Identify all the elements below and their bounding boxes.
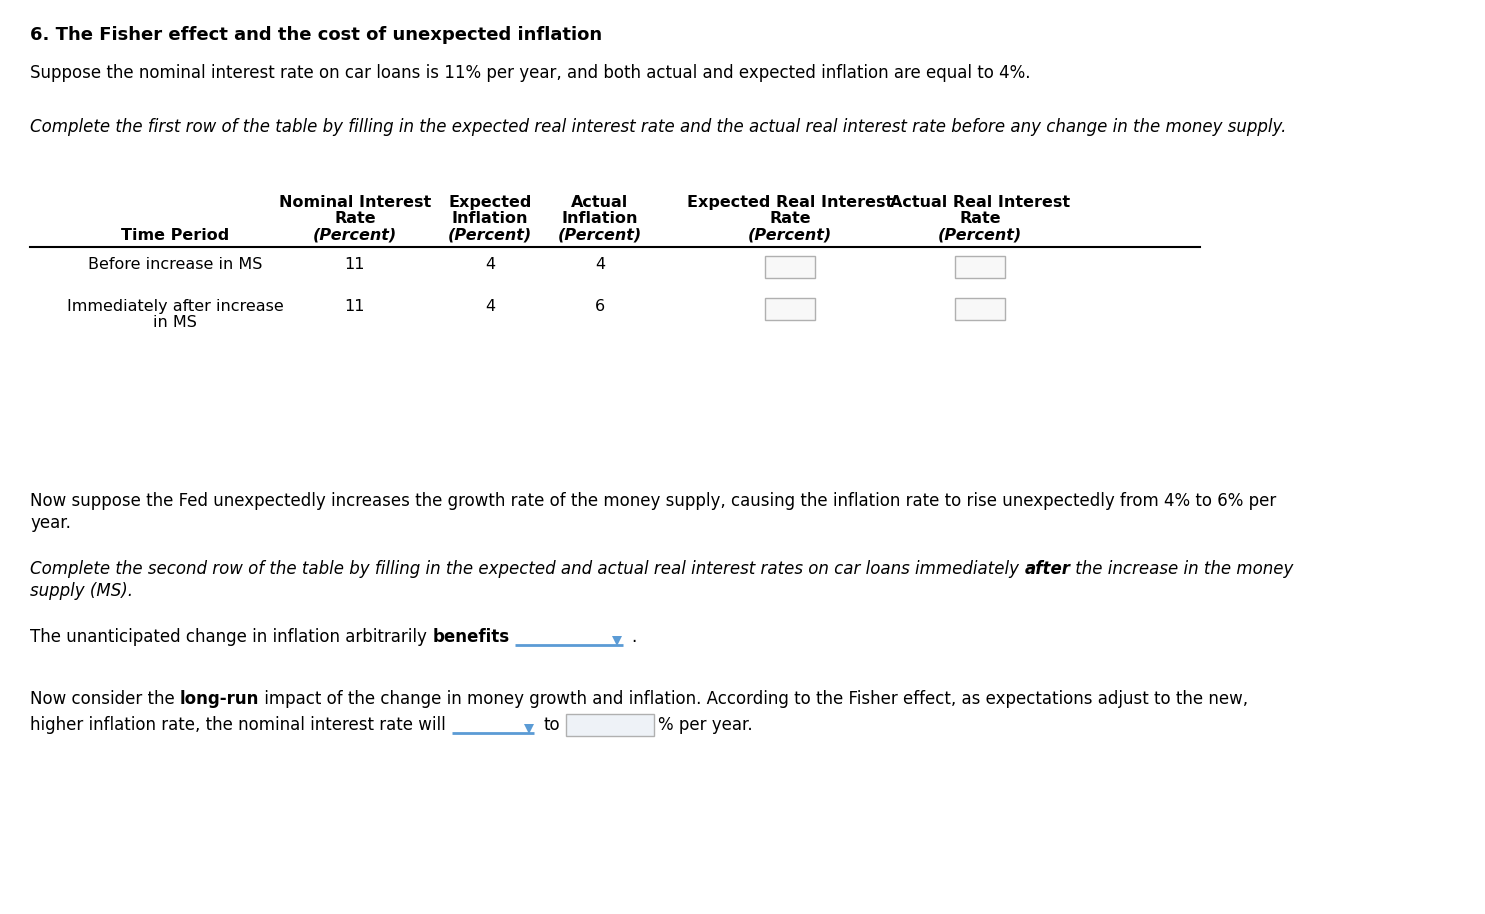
Text: 11: 11: [345, 299, 365, 314]
Bar: [765, 298, 815, 320]
Text: Rate: Rate: [334, 211, 376, 226]
Text: Nominal Interest: Nominal Interest: [279, 195, 431, 210]
Bar: [566, 714, 655, 736]
Text: .: .: [631, 628, 637, 646]
Text: Time Period: Time Period: [120, 228, 229, 243]
Text: 11: 11: [345, 257, 365, 272]
Text: 4: 4: [486, 257, 495, 272]
Text: impact of the change in money growth and inflation. According to the Fisher effe: impact of the change in money growth and…: [260, 690, 1249, 708]
Text: in MS: in MS: [153, 315, 198, 330]
Text: Before increase in MS: Before increase in MS: [88, 257, 263, 272]
Text: Immediately after increase: Immediately after increase: [67, 299, 284, 314]
Text: the increase in the money: the increase in the money: [1071, 560, 1293, 578]
Text: year.: year.: [30, 514, 71, 532]
Text: (Percent): (Percent): [558, 228, 642, 243]
Bar: [955, 256, 1005, 278]
Text: Now suppose the Fed unexpectedly increases the growth rate of the money supply, : Now suppose the Fed unexpectedly increas…: [30, 492, 1276, 510]
Bar: [765, 256, 815, 278]
Text: 4: 4: [595, 257, 604, 272]
Text: (Percent): (Percent): [939, 228, 1022, 243]
Text: Actual: Actual: [572, 195, 628, 210]
Text: Rate: Rate: [959, 211, 1001, 226]
Text: Now consider the: Now consider the: [30, 690, 180, 708]
Text: Expected: Expected: [448, 195, 532, 210]
Text: to: to: [544, 716, 560, 734]
Text: Inflation: Inflation: [451, 211, 529, 226]
Text: long-run: long-run: [180, 690, 260, 708]
Text: Inflation: Inflation: [561, 211, 639, 226]
Text: Complete the second row of the table by filling in the expected and actual real : Complete the second row of the table by …: [30, 560, 1025, 578]
Text: % per year.: % per year.: [658, 716, 753, 734]
Text: Suppose the nominal interest rate on car loans is 11% per year, and both actual : Suppose the nominal interest rate on car…: [30, 64, 1031, 82]
Text: benefits: benefits: [432, 628, 509, 646]
Text: Complete the first row of the table by filling in the expected real interest rat: Complete the first row of the table by f…: [30, 118, 1286, 136]
Text: (Percent): (Percent): [313, 228, 396, 243]
Text: 6: 6: [595, 299, 604, 314]
Bar: [955, 298, 1005, 320]
Text: Rate: Rate: [769, 211, 811, 226]
Text: (Percent): (Percent): [448, 228, 532, 243]
Text: Actual Real Interest: Actual Real Interest: [890, 195, 1071, 210]
Text: 4: 4: [486, 299, 495, 314]
Text: supply (MS).: supply (MS).: [30, 582, 134, 600]
Text: (Percent): (Percent): [748, 228, 832, 243]
Text: higher inflation rate, the nominal interest rate will: higher inflation rate, the nominal inter…: [30, 716, 445, 734]
Text: The unanticipated change in inflation arbitrarily: The unanticipated change in inflation ar…: [30, 628, 432, 646]
Text: after: after: [1025, 560, 1071, 578]
Text: Expected Real Interest: Expected Real Interest: [688, 195, 892, 210]
Text: 6. The Fisher effect and the cost of unexpected inflation: 6. The Fisher effect and the cost of une…: [30, 26, 601, 44]
